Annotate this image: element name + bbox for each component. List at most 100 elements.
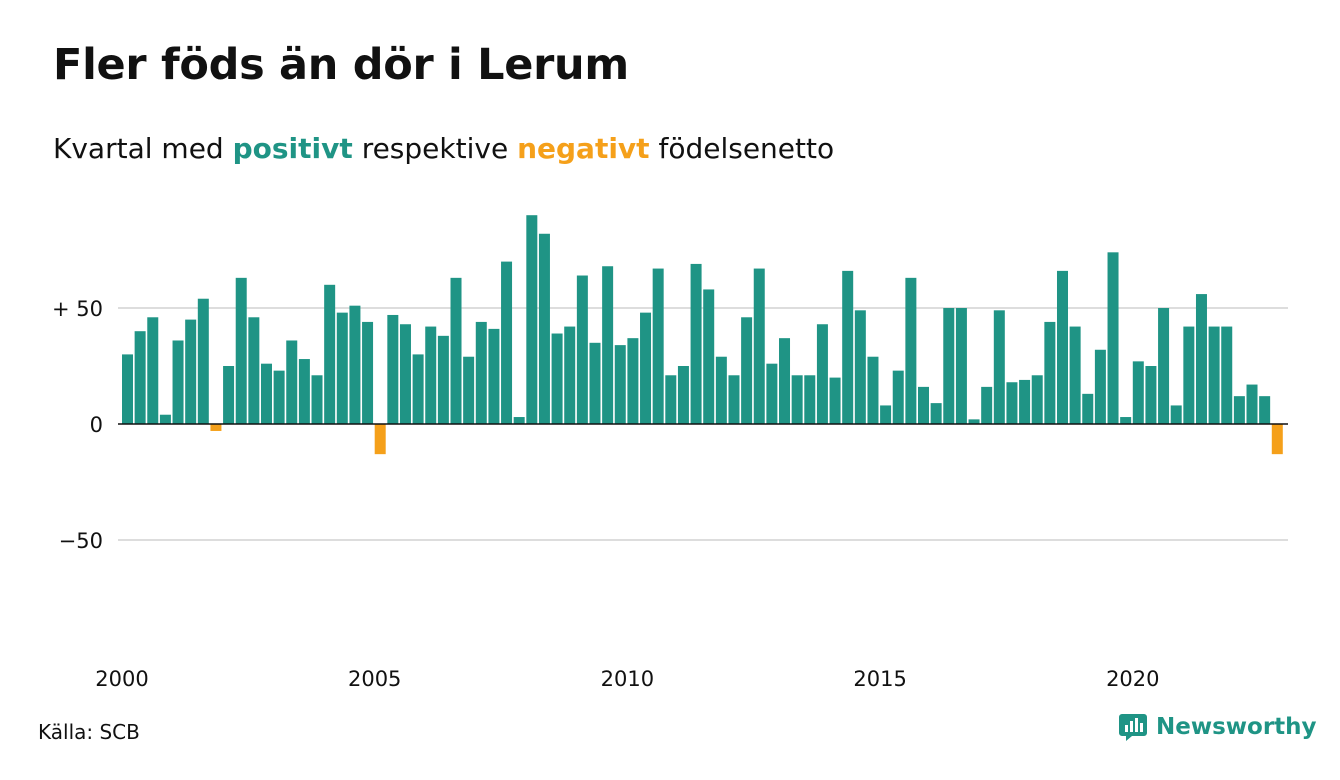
bar-positive <box>349 305 361 424</box>
bar-positive <box>867 356 879 424</box>
bar-positive <box>905 277 917 424</box>
bar-positive <box>134 331 146 424</box>
brand-logo: Newsworthy <box>1118 712 1317 742</box>
bar-positive <box>576 275 588 424</box>
bar-positive <box>159 414 171 424</box>
bar-positive <box>1006 382 1018 424</box>
bar-positive <box>665 375 677 424</box>
bar-positive <box>488 328 500 424</box>
bar-positive <box>1132 361 1144 424</box>
bar-positive <box>1183 326 1195 424</box>
bar-positive <box>1246 384 1258 424</box>
chart-subtitle: Kvartal med positivt respektive negativt… <box>53 132 834 165</box>
bar-positive <box>741 317 753 424</box>
bar-positive <box>501 261 513 424</box>
bar-positive <box>425 326 437 424</box>
bar-positive <box>172 340 184 424</box>
bar-positive <box>437 335 449 424</box>
bar-positive <box>842 270 854 424</box>
bar-positive <box>652 268 664 424</box>
bar-positive <box>816 324 828 424</box>
bar-positive <box>993 310 1005 424</box>
bar-positive <box>703 289 715 424</box>
bar-positive <box>766 363 778 424</box>
x-tick-label: 2020 <box>1106 667 1159 691</box>
bar-positive <box>791 375 803 424</box>
bar-positive <box>362 321 374 424</box>
bar-positive <box>715 356 727 424</box>
bar-positive <box>399 324 411 424</box>
bar-positive <box>412 354 424 424</box>
bar-positive <box>981 386 993 424</box>
bar-positive <box>627 338 639 424</box>
bar-positive <box>526 215 538 424</box>
bar-positive <box>324 284 336 424</box>
bar-positive <box>273 370 285 424</box>
bar-positive <box>475 321 487 424</box>
bar-positive <box>829 377 841 424</box>
bar-positive <box>122 354 133 424</box>
bar-positive <box>677 366 689 424</box>
bar-positive <box>968 419 980 424</box>
bar-negative <box>1271 424 1283 455</box>
bar-positive <box>854 310 866 424</box>
bar-positive <box>513 417 525 424</box>
bar-positive <box>1019 379 1031 424</box>
y-tick-label: + 50 <box>52 297 103 321</box>
bar-positive <box>1145 366 1157 424</box>
bar-positive <box>640 312 652 424</box>
y-tick-label: −50 <box>59 529 103 553</box>
bar-positive <box>1094 349 1106 424</box>
subtitle-positive-label: positivt <box>232 132 353 165</box>
bar-positive <box>804 375 816 424</box>
bar-positive <box>779 338 791 424</box>
bar-positive <box>1208 326 1220 424</box>
bar-positive <box>463 356 475 424</box>
subtitle-negative-label: negativt <box>517 132 650 165</box>
bar-positive <box>1259 396 1271 424</box>
bar-positive <box>1069 326 1081 424</box>
bar-positive <box>1221 326 1233 424</box>
bar-positive <box>260 363 272 424</box>
bar-positive <box>538 233 550 424</box>
bar-positive <box>1195 294 1207 424</box>
bar-positive <box>1170 405 1182 424</box>
subtitle-middle: respektive <box>361 132 509 165</box>
bar-positive <box>298 359 310 424</box>
bar-positive <box>1031 375 1043 424</box>
x-tick-label: 2015 <box>853 667 906 691</box>
bar-negative <box>210 424 222 431</box>
bar-positive <box>892 370 904 424</box>
bar-positive <box>311 375 323 424</box>
source-label: Källa: SCB <box>38 720 140 744</box>
bar-positive <box>248 317 260 424</box>
bar-positive <box>336 312 348 424</box>
bar-positive <box>1233 396 1245 424</box>
bar-positive <box>1120 417 1132 424</box>
bar-positive <box>235 277 247 424</box>
bar-positive <box>1107 252 1119 424</box>
subtitle-suffix: födelsenetto <box>658 132 835 165</box>
bar-positive <box>589 342 601 424</box>
bar-positive <box>614 345 626 424</box>
newsworthy-logo-icon <box>1119 714 1147 741</box>
bar-positive <box>185 319 197 424</box>
bar-positive <box>728 375 740 424</box>
bar-positive <box>955 308 967 424</box>
bar-positive <box>564 326 576 424</box>
chart-title: Fler föds än dör i Lerum <box>53 40 629 90</box>
bar-positive <box>918 386 929 424</box>
y-tick-label: 0 <box>90 413 103 437</box>
bar-positive <box>286 340 298 424</box>
bar-positive <box>930 403 942 424</box>
x-tick-label: 2005 <box>348 667 401 691</box>
bar-positive <box>1044 321 1056 424</box>
bar-positive <box>943 308 955 424</box>
bar-positive <box>551 333 563 424</box>
x-tick-label: 2000 <box>95 667 148 691</box>
bar-positive <box>387 314 399 424</box>
bar-negative <box>374 424 386 455</box>
bar-positive <box>602 266 614 424</box>
brand-name: Newsworthy <box>1156 714 1317 740</box>
